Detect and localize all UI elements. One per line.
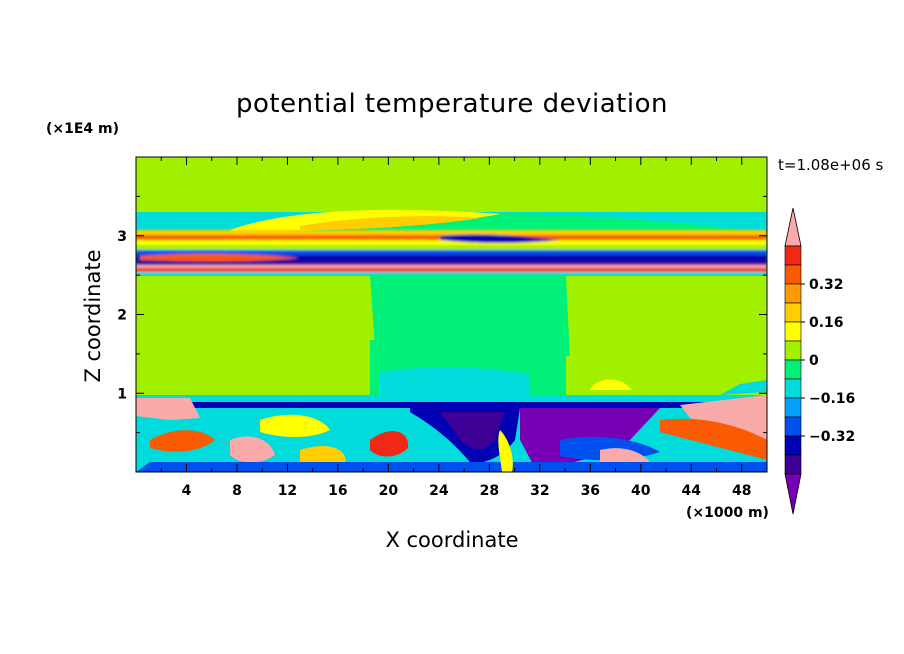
field-cold-column bbox=[370, 276, 570, 360]
y-tick-label: 2 bbox=[117, 308, 127, 324]
x-tick-label: 8 bbox=[232, 483, 242, 499]
x-tick-label: 36 bbox=[581, 483, 600, 499]
y-tick-label: 1 bbox=[117, 386, 127, 402]
colorbar-swatch bbox=[784, 283, 802, 304]
x-tick-label: 32 bbox=[530, 483, 549, 499]
colorbar-label: −0.16 bbox=[809, 391, 855, 407]
x-tick-label: 40 bbox=[631, 483, 651, 499]
colorbar-swatch bbox=[784, 435, 802, 456]
field-warm-core bbox=[300, 216, 480, 230]
x-tick-label: 24 bbox=[429, 483, 449, 499]
field-upper bbox=[136, 157, 767, 212]
y-axis-unit: (×1E4 m) bbox=[46, 121, 119, 137]
colorbar-label: 0 bbox=[809, 353, 819, 369]
x-tick-label: 28 bbox=[480, 483, 499, 499]
colorbar-swatch bbox=[784, 245, 802, 266]
colorbar-bottom-arrow bbox=[784, 473, 802, 515]
heatmap-field bbox=[136, 157, 767, 472]
x-tick-label: 16 bbox=[328, 483, 347, 499]
x-axis-label: X coordinate bbox=[385, 528, 518, 552]
x-tick-label: 12 bbox=[278, 483, 297, 499]
x-tick-label: 20 bbox=[379, 483, 399, 499]
y-tick-label: 3 bbox=[117, 229, 127, 245]
colorbar-swatch bbox=[784, 321, 802, 342]
x-axis-unit: (×1000 m) bbox=[686, 505, 769, 521]
colorbar-swatch bbox=[784, 340, 802, 361]
y-axis-ticks: 1 2 3 bbox=[117, 195, 767, 434]
colorbar-label: −0.32 bbox=[809, 429, 855, 445]
colorbar-label: 0.32 bbox=[809, 277, 844, 293]
x-tick-label: 48 bbox=[732, 483, 751, 499]
x-axis-ticks: 4 8 12 16 20 24 28 32 36 40 44 48 bbox=[160, 157, 752, 499]
colorbar-top-arrow bbox=[784, 207, 802, 247]
colorbar-label: 0.16 bbox=[809, 315, 844, 331]
y-axis-label: Z coordinate bbox=[81, 249, 105, 382]
colorbar: 0.32 0.16 0 −0.16 −0.32 bbox=[784, 207, 855, 515]
field-boundary-layer bbox=[136, 395, 767, 472]
colorbar-swatch bbox=[784, 359, 802, 380]
time-label: t=1.08e+06 s bbox=[778, 156, 884, 174]
colorbar-swatch bbox=[784, 454, 802, 475]
colorbar-swatch bbox=[784, 416, 802, 437]
colorbar-swatch bbox=[784, 397, 802, 418]
x-tick-label: 44 bbox=[682, 483, 702, 499]
x-tick-label: 4 bbox=[182, 483, 192, 499]
chart-title: potential temperature deviation bbox=[236, 89, 668, 119]
colorbar-swatch bbox=[784, 264, 802, 285]
colorbar-swatch bbox=[784, 302, 802, 323]
field-shear-layer bbox=[136, 230, 767, 276]
colorbar-swatch bbox=[784, 378, 802, 399]
